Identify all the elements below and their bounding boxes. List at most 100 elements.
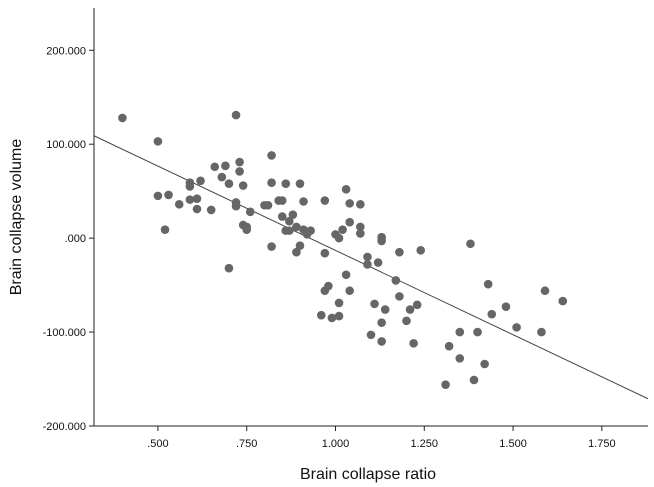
data-point — [341, 270, 351, 280]
axes — [93, 8, 648, 427]
data-point — [306, 226, 315, 235]
data-point — [455, 354, 465, 363]
data-point — [267, 242, 276, 251]
data-point — [153, 137, 163, 146]
data-point — [235, 157, 244, 167]
data-point — [206, 205, 216, 215]
data-point — [281, 179, 291, 188]
data-point — [345, 286, 354, 296]
data-point — [174, 200, 184, 209]
data-point — [164, 190, 173, 200]
x-tick-label: .750 — [236, 438, 257, 450]
x-tick-label: .500 — [147, 438, 168, 450]
y-tick-label: .000 — [65, 233, 86, 245]
data-point — [285, 226, 294, 235]
data-point — [224, 263, 234, 273]
data-point — [356, 229, 365, 238]
data-point — [292, 222, 301, 232]
data-point — [334, 311, 344, 321]
data-point — [238, 181, 248, 190]
data-point — [370, 299, 379, 309]
data-point — [380, 305, 390, 314]
data-point — [363, 260, 372, 269]
data-point — [373, 258, 383, 267]
data-point — [409, 339, 418, 348]
data-point — [363, 252, 372, 262]
data-point — [466, 239, 475, 249]
data-point — [299, 197, 308, 206]
data-point — [487, 309, 497, 319]
data-point — [277, 196, 287, 205]
data-point — [324, 281, 333, 291]
data-point — [153, 191, 163, 201]
data-point — [231, 198, 241, 207]
x-tick-label: 1.750 — [588, 438, 616, 450]
data-point — [356, 200, 365, 209]
y-axis-title: Brain collapse volume — [8, 139, 25, 296]
data-point — [185, 195, 195, 204]
data-point — [366, 330, 376, 340]
data-point — [441, 380, 450, 389]
data-point — [292, 247, 301, 257]
data-point — [196, 176, 205, 186]
data-point — [377, 236, 386, 246]
data-point — [377, 337, 386, 346]
data-point — [537, 327, 546, 337]
data-point — [118, 113, 127, 123]
data-point — [455, 327, 465, 337]
data-point — [416, 246, 426, 255]
y-tick-label: -100.000 — [43, 327, 86, 339]
data-point — [267, 178, 276, 188]
data-point — [210, 162, 220, 172]
data-point — [558, 296, 568, 306]
data-point — [285, 216, 294, 226]
y-tick-label: 100.000 — [46, 139, 86, 151]
data-point — [221, 161, 230, 171]
data-point — [295, 179, 305, 188]
y-ticks: 200.000 100.000 .000 -100.000 -200.000 — [43, 45, 94, 433]
data-point — [483, 279, 493, 289]
data-point — [263, 200, 273, 210]
data-point — [345, 199, 354, 208]
data-point — [231, 110, 241, 120]
data-point — [245, 207, 255, 217]
x-tick-label: 1.250 — [411, 438, 439, 450]
data-point — [338, 225, 347, 234]
data-point — [334, 298, 344, 308]
data-point — [412, 300, 422, 310]
data-point — [192, 204, 202, 214]
data-point — [320, 248, 330, 258]
data-point — [345, 217, 354, 227]
data-point — [402, 316, 411, 326]
x-ticks: .500 .750 1.000 1.250 1.500 1.750 — [147, 426, 616, 450]
data-point — [217, 172, 227, 182]
data-point — [320, 196, 330, 205]
data-point — [377, 318, 386, 327]
x-axis-title: Brain collapse ratio — [300, 466, 436, 483]
data-point — [295, 241, 305, 250]
data-point — [242, 222, 252, 232]
data-point — [341, 184, 351, 194]
data-point — [192, 194, 202, 203]
data-point — [444, 341, 454, 351]
data-point — [405, 305, 415, 314]
data-point — [327, 313, 337, 323]
data-point — [224, 179, 234, 188]
data-point — [501, 302, 511, 312]
y-tick-label: 200.000 — [46, 45, 86, 57]
data-point — [512, 323, 521, 332]
data-point — [235, 167, 244, 176]
data-point — [267, 151, 276, 160]
x-tick-label: 1.500 — [499, 438, 527, 450]
data-point — [288, 210, 298, 219]
data-point — [277, 212, 287, 221]
data-points — [118, 110, 568, 389]
fit-line — [93, 135, 649, 400]
data-point — [185, 178, 195, 188]
data-point — [540, 286, 550, 296]
data-point — [334, 233, 344, 243]
data-point — [391, 276, 401, 285]
x-tick-label: 1.000 — [322, 438, 350, 450]
y-tick-label: -200.000 — [43, 421, 86, 433]
